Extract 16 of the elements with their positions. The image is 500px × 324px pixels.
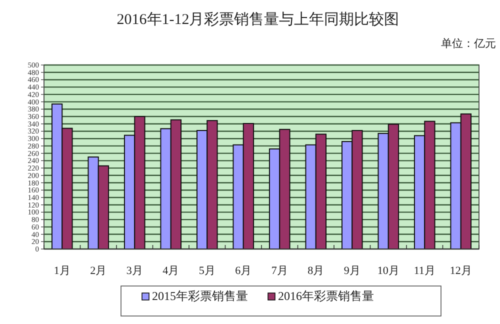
x-tick-label: 9月 <box>344 265 360 277</box>
legend-label: 2016年彩票销售量 <box>278 289 374 303</box>
x-tick-label: 4月 <box>162 265 180 277</box>
x-tick-label: 12月 <box>450 265 472 277</box>
legend-label: 2015年彩票销售量 <box>152 289 248 303</box>
x-tick-label: 2月 <box>90 265 107 277</box>
x-tick-label: 1月 <box>54 265 70 277</box>
x-tick-label: 8月 <box>308 265 324 277</box>
x-tick-label: 6月 <box>235 265 252 277</box>
chart-title: 2016年1-12月彩票销售量与上年同期比较图 <box>116 11 400 28</box>
x-tick-label: 11月 <box>414 265 436 277</box>
x-tick-label: 10月 <box>377 265 400 277</box>
x-tick-label: 3月 <box>126 265 143 277</box>
y-axis-title: 单位：亿元 <box>441 37 496 50</box>
x-tick-label: 5月 <box>198 265 216 277</box>
x-tick-label: 7月 <box>271 265 288 277</box>
